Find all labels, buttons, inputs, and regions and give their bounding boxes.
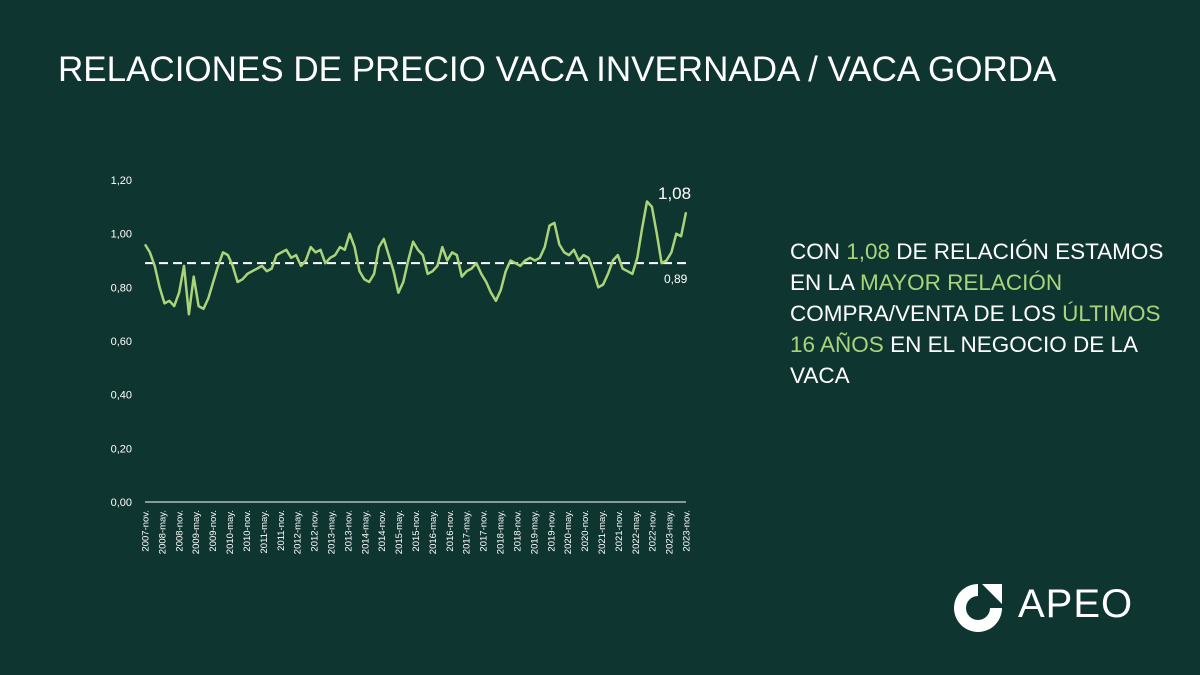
x-tick-label: 2022-may.	[631, 510, 642, 554]
x-tick-label: 2012-may.	[293, 510, 304, 554]
y-tick-label: 0,60	[111, 336, 132, 348]
x-tick-label: 2009-nov.	[208, 510, 219, 552]
x-tick-label: 2010-may.	[225, 510, 236, 554]
apeo-logo: APEO	[950, 578, 1150, 638]
series-line	[143, 200, 688, 316]
x-tick-label: 2017-may.	[462, 510, 473, 554]
message-text: EN EL NEGOCIO DE LA VACA	[790, 332, 1137, 388]
x-tick-label: 2016-nov.	[445, 510, 456, 552]
apeo-logo-icon	[954, 584, 1002, 632]
reference-line-label: 0,89	[664, 272, 688, 286]
message-highlight-years: ÚLTIMOS 16 AÑOS	[790, 301, 1161, 357]
x-tick-label: 2021-may.	[597, 510, 608, 554]
logo-text: APEO	[1018, 582, 1134, 626]
x-tick-label: 2012-nov.	[310, 510, 321, 552]
x-tick-label: 2014-nov.	[377, 510, 388, 552]
message-text: COMPRA/VENTA DE LOS	[790, 301, 1063, 326]
message-text: CON	[790, 239, 847, 264]
message-highlight-value: 1,08	[846, 239, 891, 264]
x-tick-label: 2018-nov.	[512, 510, 523, 552]
y-tick-label: 0,20	[111, 443, 132, 455]
x-axis-ticks: 2007-nov. 2008-may. 2008-nov. 2009-may. 2009…	[141, 510, 693, 554]
x-tick-label: 2008-may.	[157, 510, 168, 554]
x-tick-label: 2010-nov.	[242, 510, 253, 552]
headline-message: CON 1,08 DE RELACIÓN ESTAMOS EN LA MAYOR…	[790, 236, 1180, 391]
x-tick-label: 2013-nov.	[343, 510, 354, 552]
y-axis-ticks: 0,00 0,20 0,40 0,60 0,80 1,00 1,20	[111, 175, 132, 509]
y-tick-label: 1,20	[111, 175, 132, 187]
x-tick-label: 2018-may.	[496, 510, 507, 554]
x-tick-label: 2016-may.	[428, 510, 439, 554]
x-tick-label: 2008-nov.	[174, 510, 185, 552]
x-tick-label: 2019-nov.	[546, 510, 557, 552]
x-tick-label: 2023-may.	[665, 510, 676, 554]
y-tick-label: 0,00	[111, 497, 132, 509]
x-tick-label: 2007-nov.	[141, 510, 152, 552]
end-value-label: 1,08	[658, 184, 691, 203]
page-title: RELACIONES DE PRECIO VACA INVERNADA / VA…	[58, 50, 1057, 89]
x-tick-label: 2020-nov.	[580, 510, 591, 552]
x-tick-label: 2015-nov.	[411, 510, 422, 552]
x-tick-label: 2013-may.	[326, 510, 337, 554]
x-tick-label: 2023-nov.	[682, 510, 693, 552]
x-tick-label: 2017-nov.	[479, 510, 490, 552]
y-tick-label: 0,80	[111, 282, 132, 294]
message-highlight-relation: MAYOR RELACIÓN	[860, 270, 1063, 295]
x-tick-label: 2014-may.	[360, 510, 371, 554]
x-tick-label: 2021-nov.	[614, 510, 625, 552]
y-tick-label: 0,40	[111, 390, 132, 402]
x-tick-label: 2015-may.	[394, 510, 405, 554]
x-tick-label: 2020-may.	[563, 510, 574, 554]
x-tick-label: 2011-nov.	[276, 510, 287, 551]
x-tick-label: 2019-may.	[529, 510, 540, 554]
x-tick-label: 2011-may.	[259, 510, 270, 553]
x-tick-label: 2022-nov.	[648, 510, 659, 552]
y-tick-label: 1,00	[111, 229, 132, 241]
message-text: DE RELACIÓN ESTAMOS EN LA	[790, 239, 1164, 295]
x-tick-label: 2009-may.	[191, 510, 202, 554]
